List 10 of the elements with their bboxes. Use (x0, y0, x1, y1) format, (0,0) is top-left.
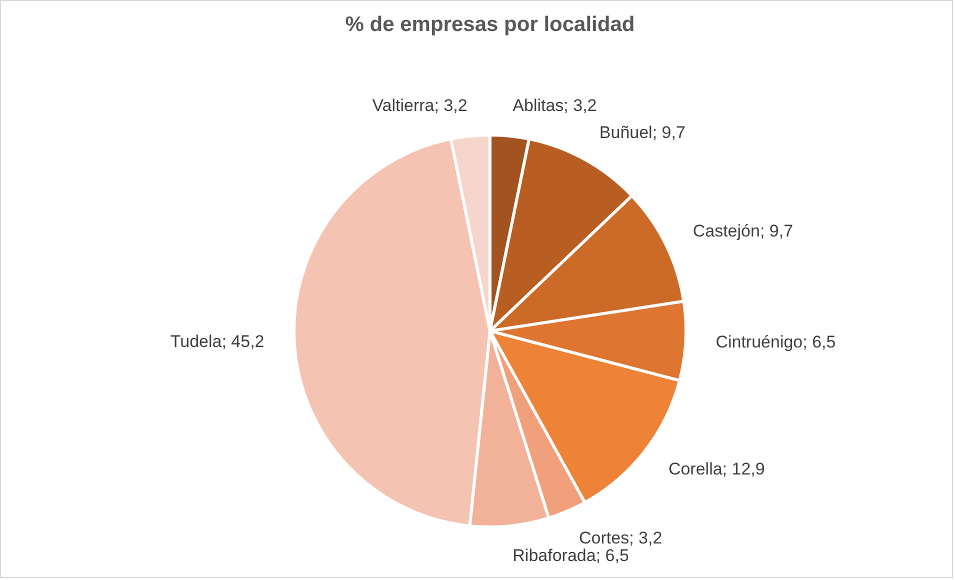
slice-label: Ribaforada; 6,5 (512, 546, 629, 565)
chart-title: % de empresas por localidad (345, 13, 635, 36)
slice-label: Valtierra; 3,2 (372, 96, 468, 116)
slice-label: Corella; 12,9 (668, 460, 765, 479)
slice-label: Tudela; 45,2 (170, 332, 264, 351)
slice-label: Buñuel; 9,7 (599, 123, 686, 142)
slice-label: Cortes; 3,2 (579, 528, 662, 548)
slice-label: Ablitas; 3,2 (512, 96, 597, 116)
slice-label: Cintruénigo; 6,5 (716, 332, 836, 352)
slice-label: Castejón; 9,7 (692, 221, 794, 240)
